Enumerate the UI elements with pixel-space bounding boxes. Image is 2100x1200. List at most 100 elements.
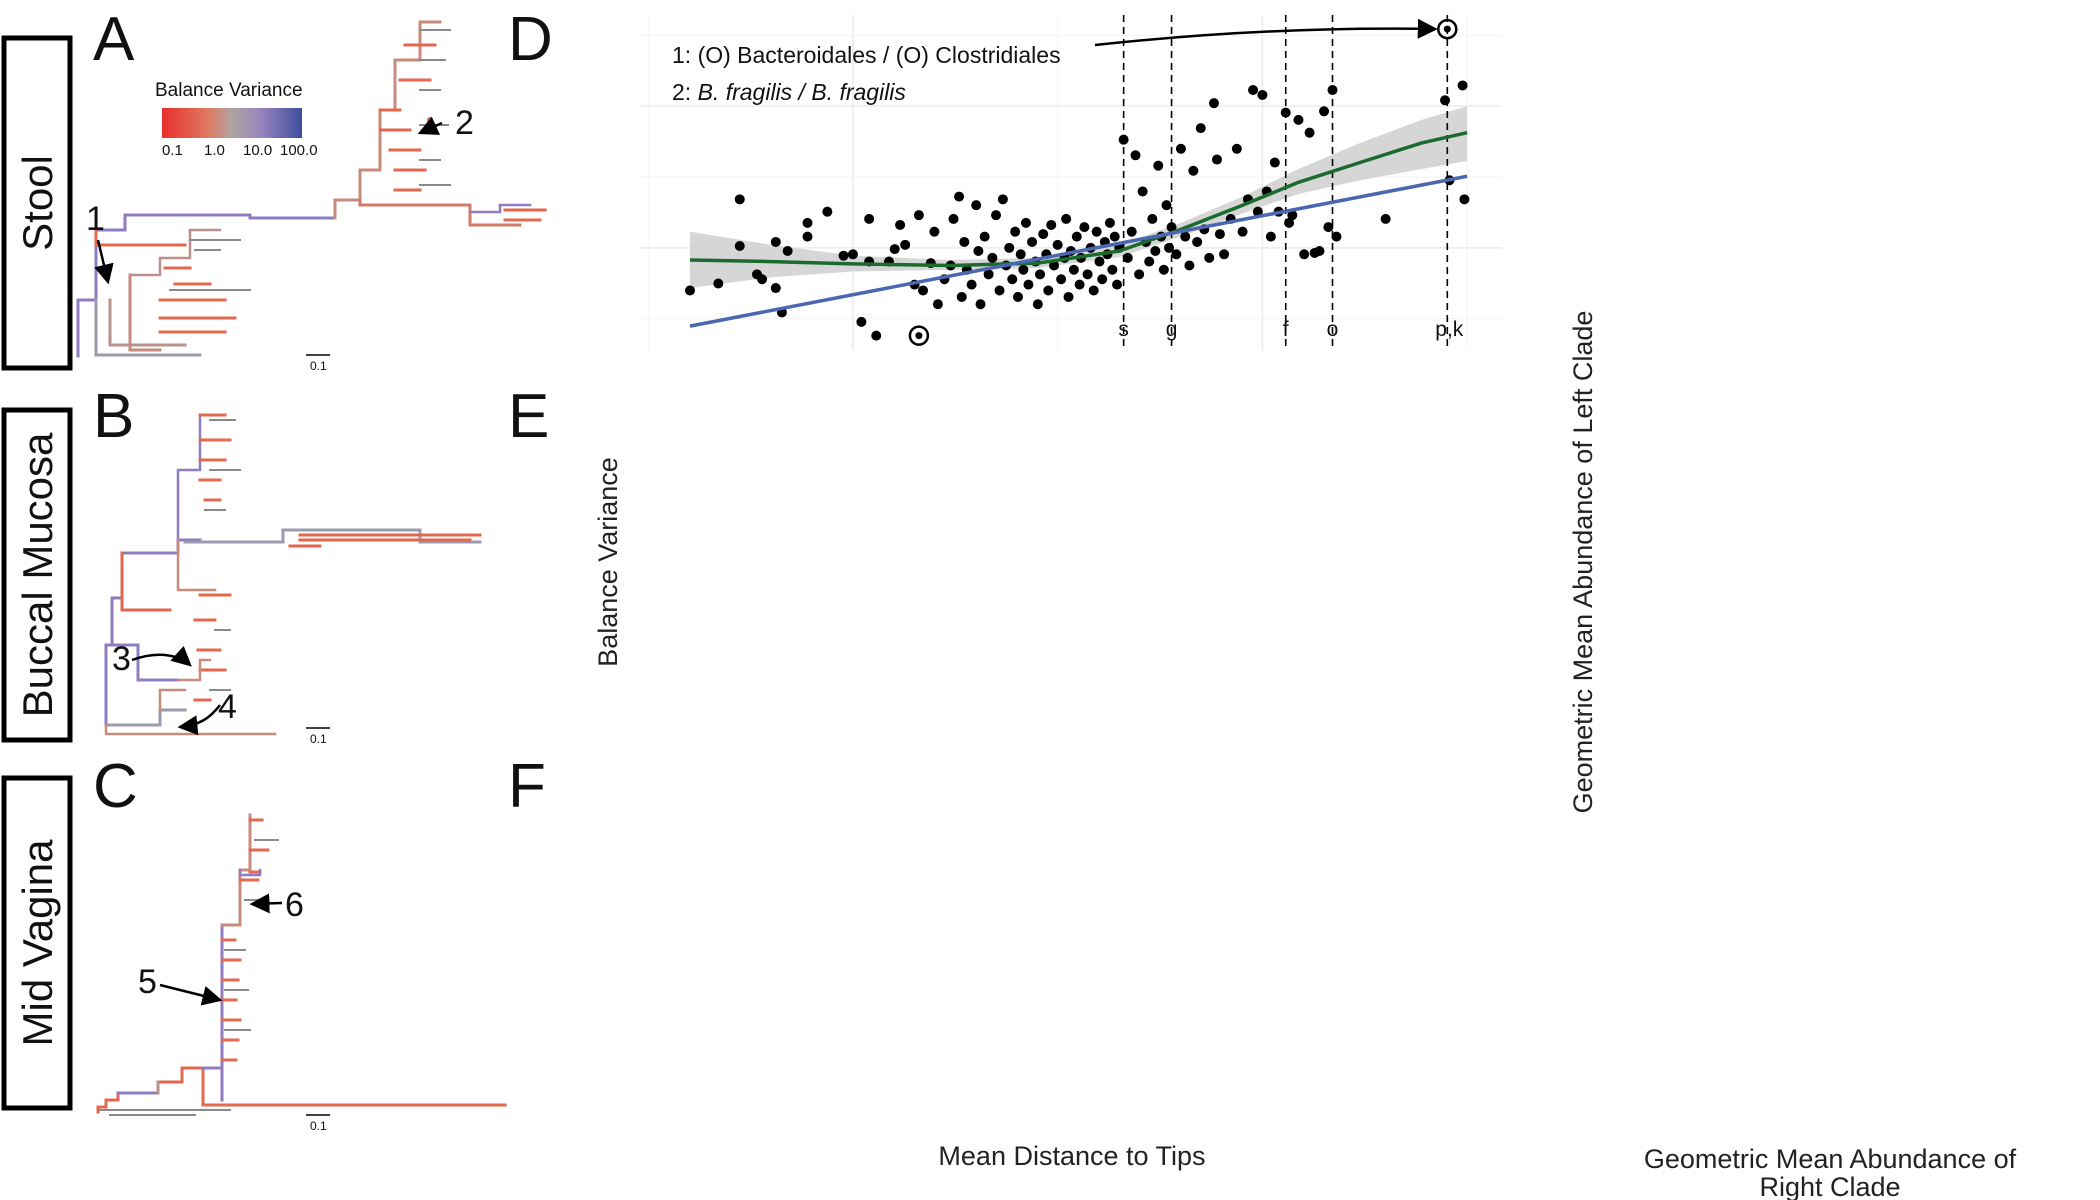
data-point <box>1211 154 1222 165</box>
taxonomy-threshold-label: o <box>1327 318 1339 341</box>
data-point <box>1457 80 1468 91</box>
data-point <box>1265 231 1276 242</box>
data-point <box>770 283 781 294</box>
data-point <box>1046 219 1057 230</box>
data-point <box>1280 107 1291 118</box>
data-point <box>1161 200 1172 211</box>
data-point <box>1027 236 1038 247</box>
balance-annotation-2: 2: B. fragilis / B. fragilis <box>672 79 906 105</box>
data-point <box>1219 249 1230 260</box>
x-axis-title-mean-distance: Mean Distance to Tips <box>938 1141 1205 1171</box>
annotation-text: B. fragilis / B. fragilis <box>698 79 907 105</box>
data-point <box>1088 285 1099 296</box>
phylogeny-tree-b <box>104 413 482 736</box>
data-point <box>975 299 986 310</box>
data-point <box>757 274 768 285</box>
data-point <box>956 291 967 302</box>
data-point <box>1331 231 1342 242</box>
data-point <box>1063 291 1074 302</box>
highlighted-balance-point <box>1443 25 1451 33</box>
data-point <box>847 249 858 260</box>
scale-bar-a: 0.1 <box>306 354 330 373</box>
data-point <box>1327 85 1338 96</box>
data-point <box>1248 85 1259 96</box>
panel-letter-f: F <box>508 752 546 821</box>
panel-letter-d: D <box>508 5 553 74</box>
annotation-text: (O) Bacteroidales / (O) Clostridiales <box>698 42 1061 68</box>
data-point <box>929 226 940 237</box>
data-point <box>1164 242 1175 253</box>
callout-label: 6 <box>285 886 304 924</box>
balance-variance-legend: Balance Variance 0.1 1.0 10.0 100.0 <box>155 80 318 159</box>
data-point <box>1214 229 1225 240</box>
data-point <box>1257 89 1268 100</box>
data-point <box>979 231 990 242</box>
data-point <box>838 250 849 261</box>
data-point <box>1319 106 1330 117</box>
data-point <box>1015 249 1026 260</box>
site-label-text: Stool <box>14 155 61 251</box>
legend-colorbar <box>162 108 302 138</box>
data-point <box>1068 264 1079 275</box>
data-point <box>1171 249 1182 260</box>
data-point <box>1010 226 1021 237</box>
data-point <box>1153 160 1164 171</box>
legend-tick: 0.1 <box>162 142 183 159</box>
data-point <box>918 285 929 296</box>
scatter-plot-d: s g f o p,k 1: (O) Bacteroidales / (O) Clostr… <box>640 15 1502 350</box>
data-point <box>983 269 994 280</box>
data-point <box>1299 249 1310 260</box>
data-point <box>1304 127 1315 138</box>
taxonomy-threshold-label: p,k <box>1435 318 1464 341</box>
data-point <box>1104 217 1115 228</box>
data-point <box>856 316 867 327</box>
data-point <box>1184 260 1195 271</box>
data-point <box>802 231 813 242</box>
callout-3: 3 <box>112 640 192 678</box>
taxonomy-threshold-label: s <box>1118 318 1129 341</box>
data-point <box>1007 274 1018 285</box>
x-axis-title-right-clade-line1: Geometric Mean Abundance of <box>1644 1144 2017 1174</box>
data-point <box>1380 213 1391 224</box>
data-point <box>1035 269 1046 280</box>
taxonomy-threshold-label: g <box>1166 318 1178 341</box>
taxonomy-threshold-label: f <box>1283 318 1289 341</box>
data-point <box>1314 245 1325 256</box>
panel-letter-c: C <box>93 752 138 821</box>
data-point <box>1137 186 1148 197</box>
data-point <box>1049 260 1060 271</box>
panel-letter-b: B <box>93 382 134 451</box>
data-point <box>1144 256 1155 267</box>
data-point <box>966 279 977 290</box>
scale-bar-label: 0.1 <box>310 732 327 746</box>
site-label-mid-vagina: Mid Vagina <box>1 775 73 1111</box>
data-point <box>900 239 911 250</box>
data-point <box>1112 279 1123 290</box>
data-point <box>734 194 745 205</box>
data-point <box>1195 123 1206 134</box>
data-point <box>994 285 1005 296</box>
data-point <box>1252 206 1263 217</box>
scale-bar-b: 0.1 <box>306 727 330 746</box>
data-point <box>1134 269 1145 280</box>
callout-label: 4 <box>218 688 237 726</box>
data-point <box>1056 274 1067 285</box>
site-label-text: Buccal Mucosa <box>14 432 61 717</box>
data-point <box>973 245 984 256</box>
highlighted-balance-marker <box>1437 18 1458 40</box>
data-point <box>871 330 882 341</box>
x-axis-title-right-clade-line2: Right Clade <box>1759 1172 1900 1200</box>
data-point <box>1130 150 1141 161</box>
panel-letter-e: E <box>508 382 549 451</box>
data-point <box>895 219 906 230</box>
data-point <box>997 194 1008 205</box>
annotation-number: 1: <box>672 42 698 68</box>
data-point <box>1147 213 1158 224</box>
panel-letter-a: A <box>93 5 135 74</box>
data-point <box>959 236 970 247</box>
callout-label: 2 <box>455 104 474 142</box>
data-point <box>822 206 833 217</box>
data-point <box>1231 143 1242 154</box>
data-point <box>948 213 959 224</box>
data-point <box>1032 299 1043 310</box>
